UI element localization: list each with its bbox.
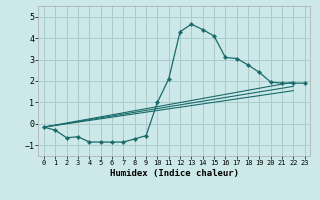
X-axis label: Humidex (Indice chaleur): Humidex (Indice chaleur) <box>110 169 239 178</box>
